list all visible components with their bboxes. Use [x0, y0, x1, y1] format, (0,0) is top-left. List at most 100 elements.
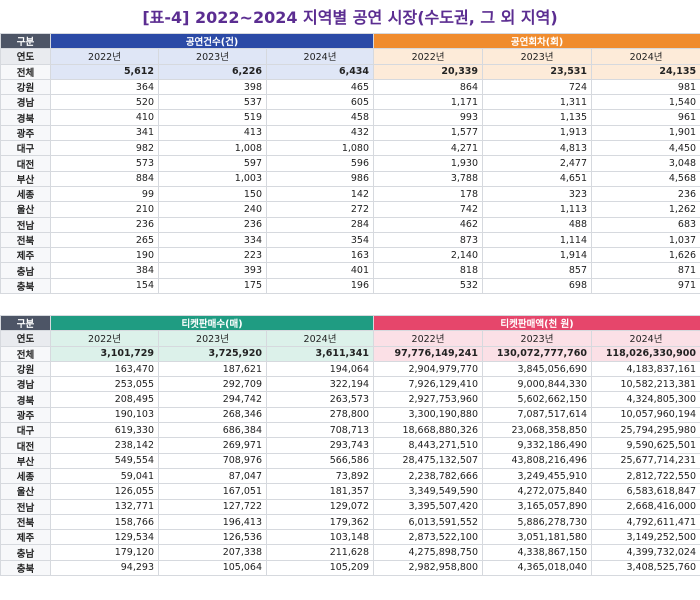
cell-value: 3,051,181,580: [482, 529, 592, 546]
cell-value: 322,194: [266, 376, 374, 393]
cell-value: 401: [265, 262, 375, 279]
region: 전북: [0, 513, 51, 531]
cell-value: 207,338: [158, 544, 267, 561]
cell-value: 178: [373, 185, 484, 203]
cell-value: 103,148: [266, 529, 374, 546]
cell-value: 354: [265, 231, 375, 249]
year-header: 2024년: [591, 48, 700, 65]
cell-value: 708,713: [266, 422, 374, 439]
cell-value: 265: [50, 231, 159, 249]
cell-value: 210: [50, 201, 159, 218]
cell-value: 1,577: [373, 124, 484, 142]
cell-value: 8,443,271,510: [373, 437, 483, 454]
cell-value: 458: [265, 109, 375, 126]
cell-value: 683: [591, 216, 700, 233]
cell-value: 6,226: [158, 63, 267, 80]
cell-value: 1,540: [591, 94, 700, 111]
cell-value: 194,064: [266, 360, 374, 378]
cell-value: 105,064: [158, 559, 267, 577]
cell-value: 118,026,330,900: [591, 345, 700, 362]
cell-value: 537: [158, 94, 267, 111]
cell-value: 3,611,341: [266, 345, 374, 362]
year-header: 2023년: [482, 48, 593, 65]
region: 경남: [0, 94, 51, 111]
region: 대구: [0, 140, 51, 157]
cell-value: 884: [50, 170, 159, 187]
cell-value: 465: [265, 78, 375, 96]
cell-value: 724: [482, 78, 593, 96]
cell-value: 179,120: [50, 544, 159, 561]
data-row: 강원 364 398 465 864 724 981: [0, 78, 700, 96]
cell-value: 187,621: [158, 360, 267, 378]
header-label: 구분: [0, 32, 51, 50]
cell-value: 99: [50, 185, 159, 203]
cell-value: 4,271: [373, 140, 484, 157]
cell-value: 432: [265, 124, 375, 142]
cell-value: 94,293: [50, 559, 159, 577]
cell-value: 1,037: [591, 231, 700, 249]
cell-value: 4,399,732,024: [591, 544, 700, 561]
data-row: 광주 341 413 432 1,577 1,913 1,901: [0, 124, 700, 142]
cell-value: 2,982,958,800: [373, 559, 483, 577]
cell-value: 2,477: [482, 155, 593, 172]
cell-value: 132,771: [50, 498, 159, 515]
region: 강원: [0, 78, 51, 96]
data-row: 광주 190,103 268,346 278,800 3,300,190,880 7,08…: [0, 406, 700, 424]
cell-value: 126,055: [50, 483, 159, 500]
cell-value: 410: [50, 109, 159, 126]
data-row: 제주 190 223 163 2,140 1,914 1,626: [0, 247, 700, 264]
cell-value: 167,051: [158, 483, 267, 500]
year-header: 2023년: [482, 330, 592, 347]
cell-value: 23,531: [482, 63, 593, 80]
region: 광주: [0, 406, 51, 424]
cell-value: 208,495: [50, 391, 159, 408]
data-row: 세종 59,041 87,047 73,892 2,238,782,666 3,249,4…: [0, 467, 700, 485]
year-header: 2024년: [266, 330, 374, 347]
cell-value: 341: [50, 124, 159, 142]
cell-value: 1,262: [591, 201, 700, 218]
cell-value: 23,068,358,850: [482, 422, 592, 439]
region: 대전: [0, 155, 51, 172]
data-row: 울산 126,055 167,051 181,357 3,349,549,590 4,27…: [0, 483, 700, 500]
cell-value: 3,165,057,890: [482, 498, 592, 515]
region: 울산: [0, 483, 51, 500]
region: 전남: [0, 498, 51, 515]
cell-value: 1,311: [482, 94, 593, 111]
cell-value: 105,209: [266, 559, 374, 577]
cell-value: 223: [158, 247, 267, 264]
data-row: 충북 154 175 196 532 698 971: [0, 277, 700, 295]
cell-value: 393: [158, 262, 267, 279]
data-row: 대전 238,142 269,971 293,743 8,443,271,510 9,33…: [0, 437, 700, 454]
group-header: 티켓판매액(천 원): [373, 314, 700, 332]
cell-value: 163: [265, 247, 375, 264]
year-header: 2022년: [50, 330, 159, 347]
cell-value: 293,743: [266, 437, 374, 454]
region: 전체: [0, 345, 51, 362]
cell-value: 181,357: [266, 483, 374, 500]
cell-value: 3,300,190,880: [373, 406, 483, 424]
total-row: 전체 3,101,729 3,725,920 3,611,341 97,776,149,…: [0, 345, 700, 362]
cell-value: 982: [50, 140, 159, 157]
cell-value: 3,845,056,690: [482, 360, 592, 378]
data-row: 대전 573 597 596 1,930 2,477 3,048: [0, 155, 700, 172]
region: 전남: [0, 216, 51, 233]
cell-value: 364: [50, 78, 159, 96]
cell-value: 6,583,618,847: [591, 483, 700, 500]
data-row: 전남 132,771 127,722 129,072 3,395,507,420 3,16…: [0, 498, 700, 515]
data-table: 구분 공연건수(건) 공연회차(회) 연도 2022년 2023년 2024년 2022년 20…: [0, 32, 700, 295]
cell-value: 1,913: [482, 124, 593, 142]
cell-value: 3,408,525,760: [591, 559, 700, 577]
year-row: 연도 2022년 2023년 2024년 2022년 2023년 2024년: [0, 330, 700, 347]
cell-value: 292,709: [158, 376, 267, 393]
cell-value: 175: [158, 277, 267, 295]
cell-value: 993: [373, 109, 484, 126]
cell-value: 150: [158, 185, 267, 203]
cell-value: 3,149,252,500: [591, 529, 700, 546]
cell-value: 211,628: [266, 544, 374, 561]
region: 충남: [0, 262, 51, 279]
region: 전북: [0, 231, 51, 249]
data-row: 전남 236 236 284 462 488 683: [0, 216, 700, 233]
cell-value: 5,602,662,150: [482, 391, 592, 408]
cell-value: 59,041: [50, 467, 159, 485]
